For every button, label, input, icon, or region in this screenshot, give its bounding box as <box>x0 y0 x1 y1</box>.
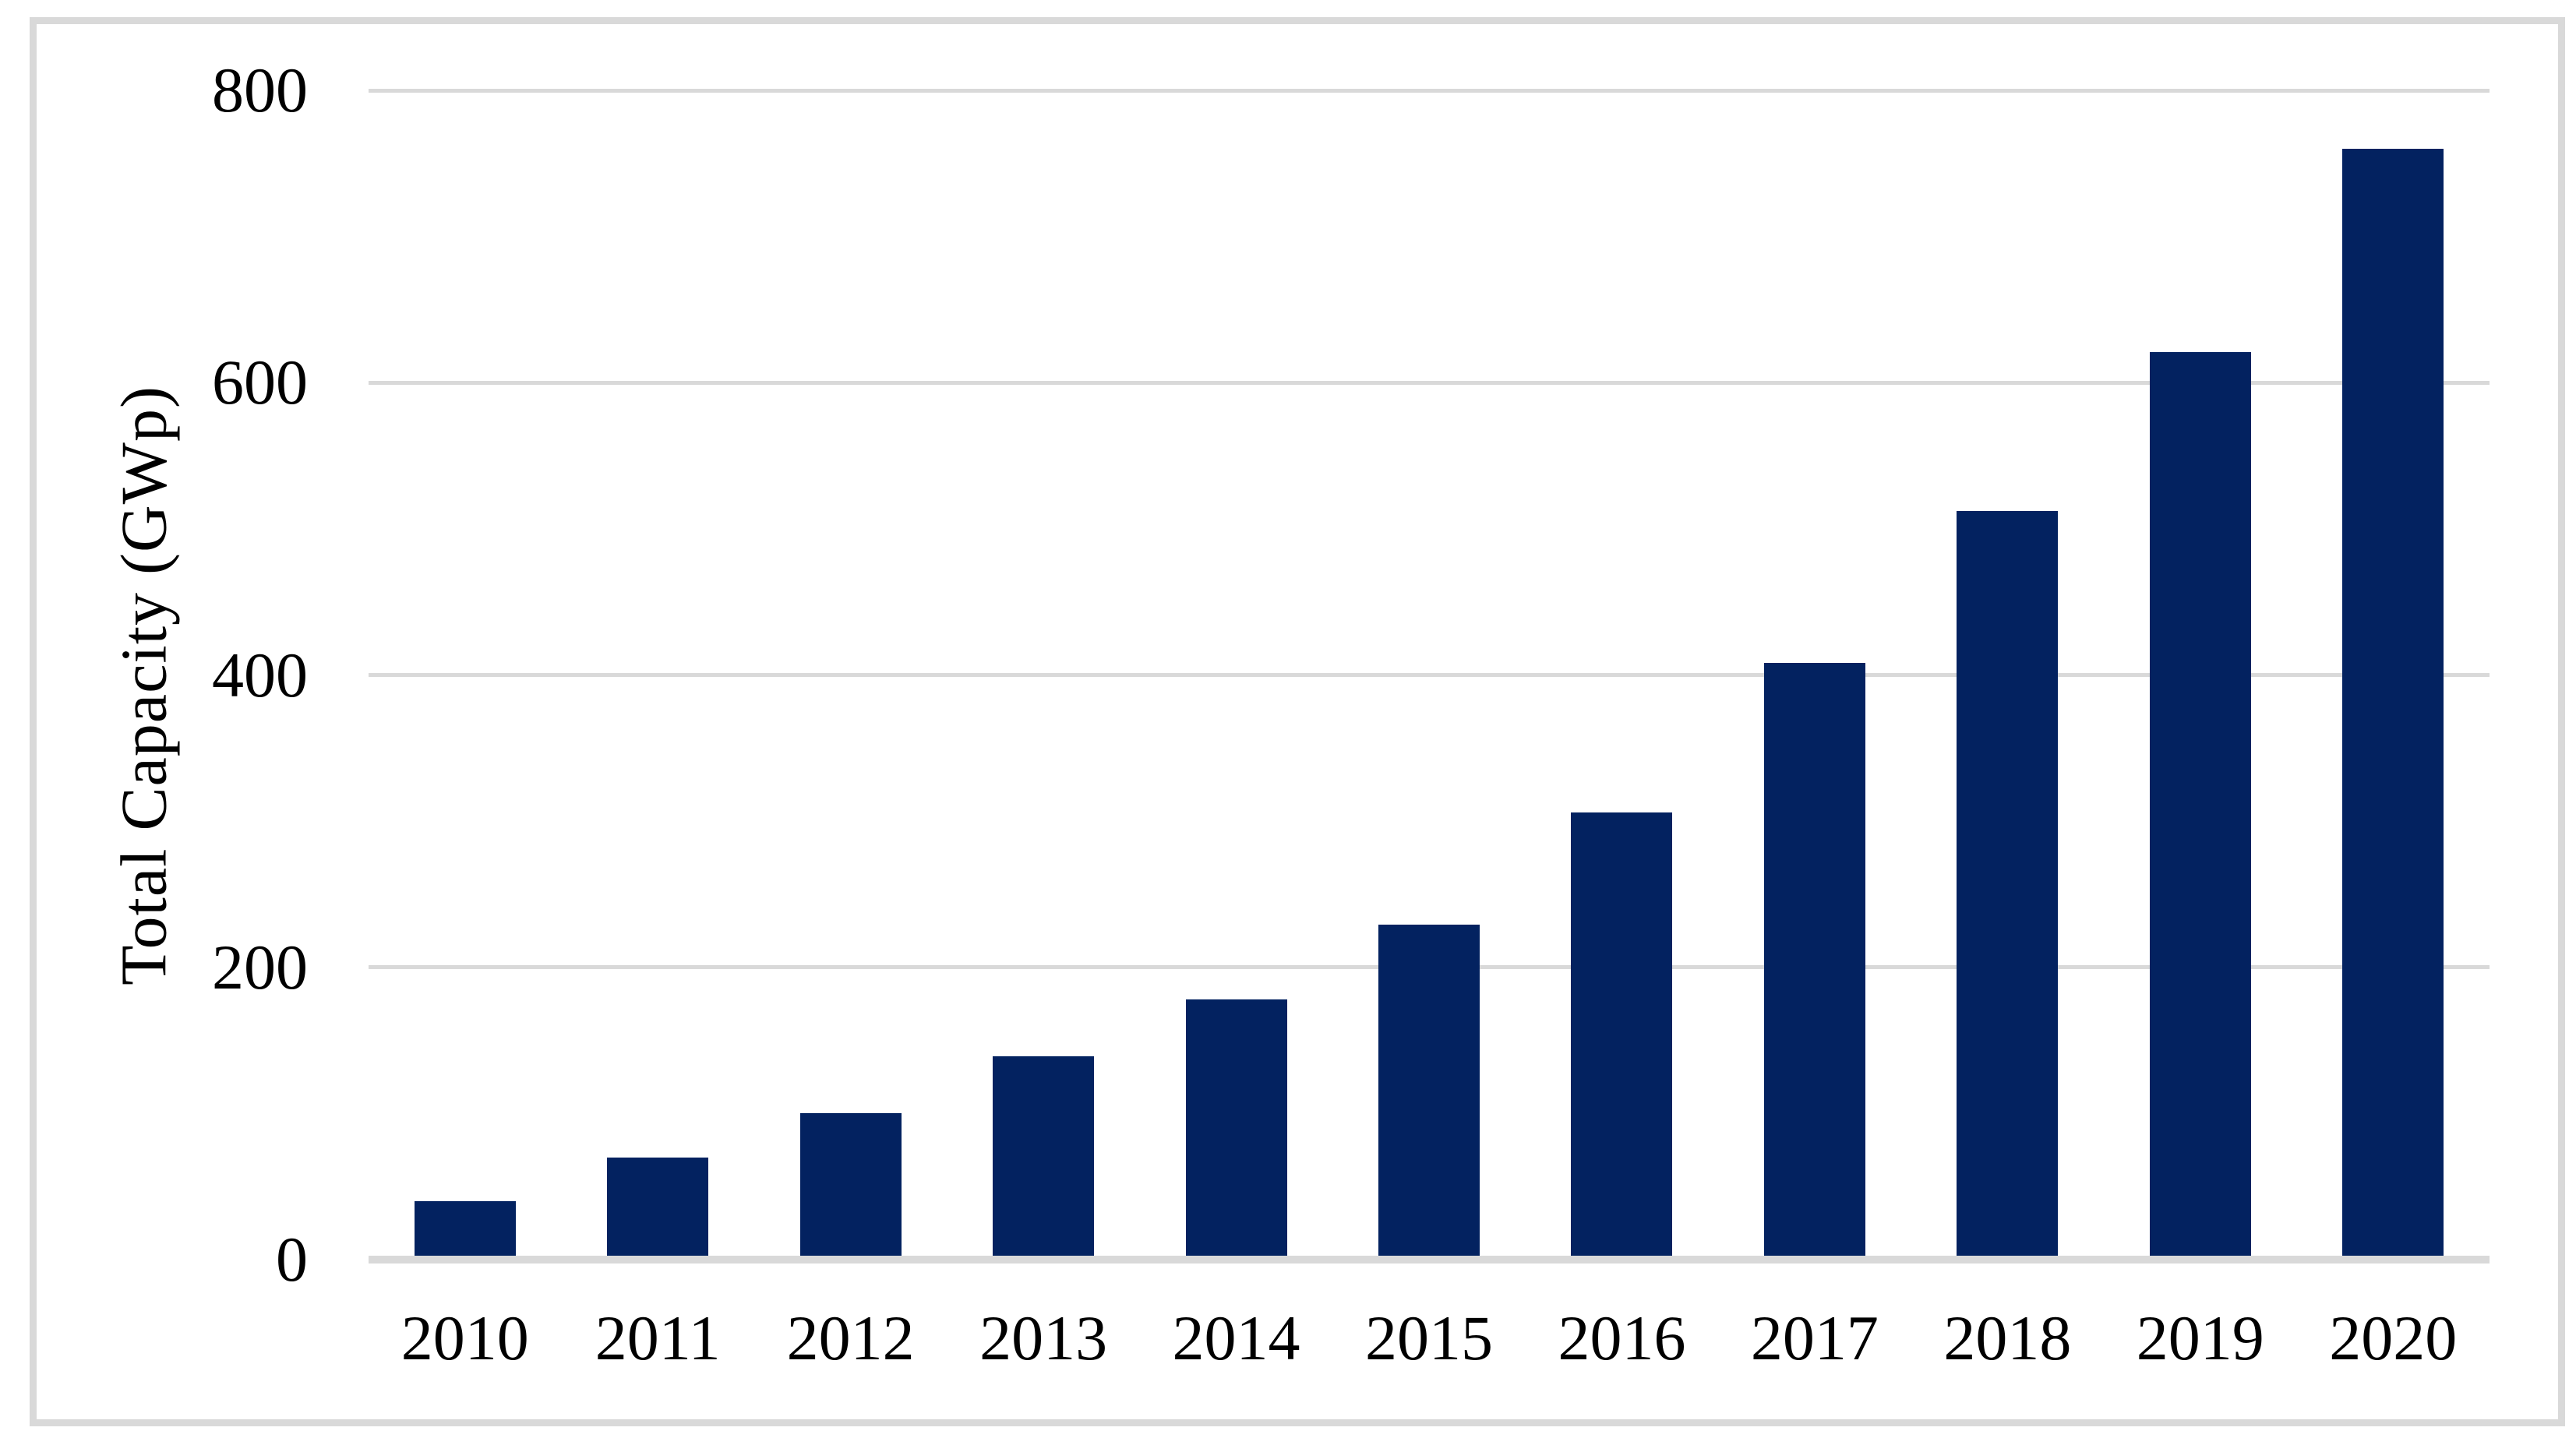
bar-2014 <box>1185 999 1287 1260</box>
x-axis-baseline <box>369 1256 2490 1263</box>
bar-2018 <box>1957 511 2059 1260</box>
x-tick-label-2017: 2017 <box>1750 1302 1879 1373</box>
bar-2010 <box>414 1200 516 1260</box>
bar-2019 <box>2149 351 2251 1260</box>
bar-2017 <box>1763 663 1865 1260</box>
y-tick-label-0: 0 <box>276 1224 308 1295</box>
bar-2013 <box>993 1056 1095 1260</box>
x-tick-label-2014: 2014 <box>1172 1302 1300 1373</box>
x-tick-label-2020: 2020 <box>2329 1302 2458 1373</box>
x-tick-label-2011: 2011 <box>595 1302 721 1373</box>
plot-area <box>369 62 2490 1301</box>
x-tick-label-2015: 2015 <box>1364 1302 1493 1373</box>
x-tick-label-2013: 2013 <box>979 1302 1108 1373</box>
gridline-y800 <box>369 88 2490 93</box>
y-tick-label-600: 600 <box>212 347 308 418</box>
bar-2020 <box>2342 149 2444 1260</box>
x-tick-label-2010: 2010 <box>401 1302 529 1373</box>
x-tick-label-2019: 2019 <box>2136 1302 2264 1373</box>
x-tick-label-2018: 2018 <box>1943 1302 2072 1373</box>
gridline-y600 <box>369 380 2490 385</box>
bar-2011 <box>607 1157 709 1260</box>
y-tick-label-400: 400 <box>212 639 308 710</box>
chart-frame-border <box>30 17 2565 1426</box>
x-tick-label-2012: 2012 <box>786 1302 915 1373</box>
bar-2016 <box>1571 812 1673 1260</box>
bar-2015 <box>1378 925 1480 1260</box>
x-tick-label-2016: 2016 <box>1558 1302 1686 1373</box>
bar-2012 <box>799 1113 902 1260</box>
y-tick-label-800: 800 <box>212 55 308 125</box>
y-tick-label-200: 200 <box>212 931 308 1003</box>
gridline-y400 <box>369 673 2490 677</box>
